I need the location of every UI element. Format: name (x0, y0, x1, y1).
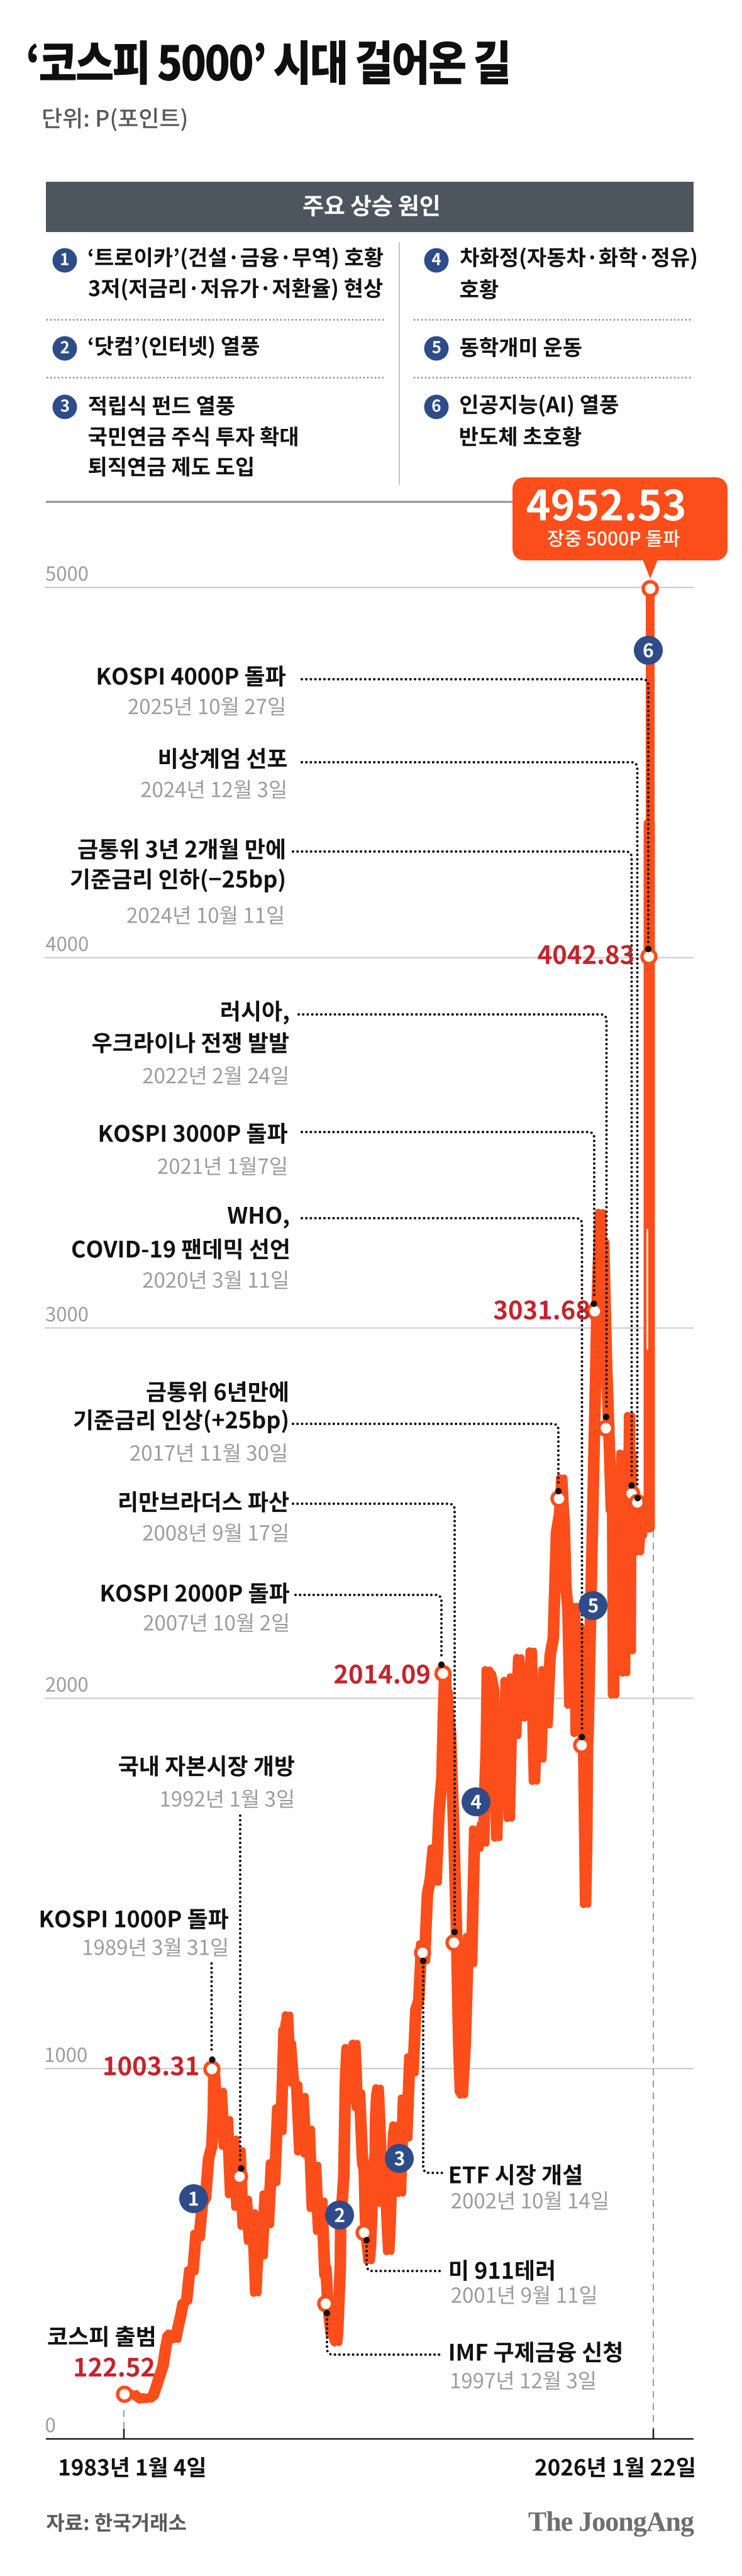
svg-text:The JoongAng: The JoongAng (528, 2506, 694, 2537)
